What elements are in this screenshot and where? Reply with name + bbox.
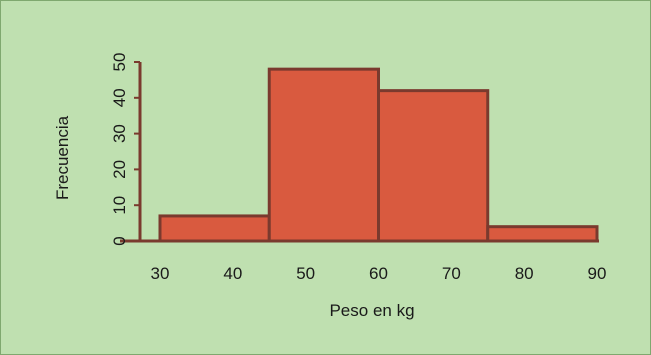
- x-tick-label: 40: [223, 264, 242, 283]
- x-tick-labels: 30 40 50 60 70 80 90: [151, 264, 607, 283]
- y-axis-label: Frecuencia: [53, 115, 72, 200]
- x-tick-label: 80: [515, 264, 534, 283]
- x-tick-label: 60: [369, 264, 388, 283]
- bar-75-90: [486, 225, 599, 243]
- axes-group: [120, 61, 599, 243]
- y-tick-label: 0: [110, 236, 129, 245]
- x-tick-label: 70: [442, 264, 461, 283]
- y-tick-label: 50: [110, 53, 129, 72]
- y-tick-label: 40: [110, 88, 129, 107]
- bar-30-45: [158, 214, 271, 243]
- y-tick-label: 20: [110, 160, 129, 179]
- y-tick-label: 10: [110, 196, 129, 215]
- y-tick-label: 30: [110, 124, 129, 143]
- x-tick-label: 30: [151, 264, 170, 283]
- x-axis-label: Peso en kg: [329, 301, 414, 320]
- x-tick-label: 90: [588, 264, 607, 283]
- bars-group: [158, 67, 599, 243]
- bar-45-60: [267, 67, 380, 243]
- bar-60-75: [377, 89, 490, 243]
- y-tick-labels: 0 10 20 30 40 50: [110, 53, 129, 246]
- x-tick-label: 50: [296, 264, 315, 283]
